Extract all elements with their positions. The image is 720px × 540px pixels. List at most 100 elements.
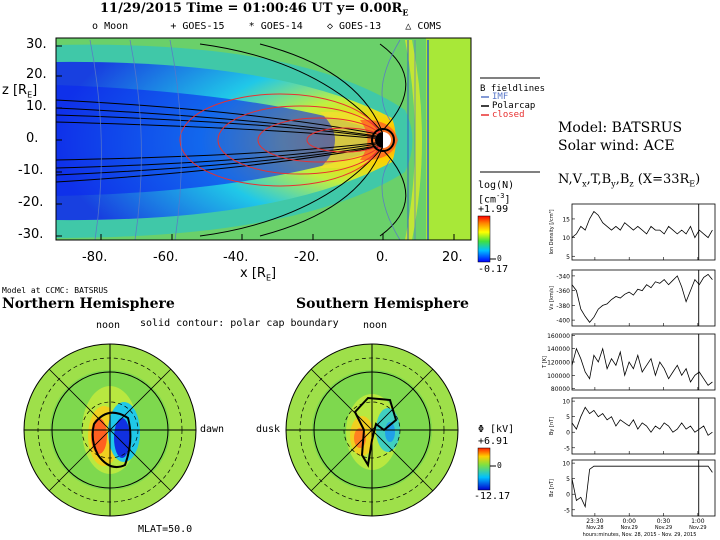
x-tick-label-1: -60.: [153, 250, 179, 265]
fieldlines-legend-polarcap: Polarcap: [492, 101, 536, 111]
ts-panel-frame: [571, 269, 716, 327]
legend-goes15-label: GOES-15: [182, 21, 225, 32]
fieldlines-legend-title: B fieldlines: [480, 84, 546, 94]
south-noon-label: noon: [363, 320, 388, 331]
legend-goes13-symbol: ◇: [326, 21, 333, 32]
north-noon-label: noon: [96, 320, 121, 331]
x-tick-label-2: -40.: [223, 250, 249, 265]
ts-xtick-label: 0:00: [622, 518, 636, 525]
ts-xtick-date: Nov.28: [586, 525, 603, 531]
ts-xtick-label: 1:00: [691, 518, 705, 525]
legend-moon-label: Moon: [104, 21, 129, 32]
ts-ytick-label: 10: [562, 235, 570, 242]
ts-ytick-label: 5: [566, 414, 570, 421]
ts-xtick-date: Nov.29: [689, 525, 706, 531]
ts-ytick-label: 5: [566, 254, 570, 261]
ts-ytick-label: 0: [566, 430, 570, 437]
spacecraft-legend: o Moon + GOES-15 * GOES-14 ◇ GOES-13 △ C…: [92, 21, 441, 32]
ts-ytick-label: 140000: [547, 346, 570, 353]
z-tick-label-1: 20.: [26, 67, 47, 82]
ts-xtick-label: 0:30: [657, 518, 671, 525]
x-tick-label-5: 20.: [442, 250, 463, 265]
density-colorbar-mid: 0: [497, 254, 502, 263]
earth-marker: [371, 128, 395, 152]
imf-fieldlines: [89, 39, 416, 240]
z-tick-label-6: -30.: [18, 227, 44, 242]
ts-ytick-label: 15: [562, 216, 570, 223]
ts-xtick-date: Nov.29: [655, 525, 672, 531]
ts-xtick-date: Nov.29: [621, 525, 638, 531]
ts-panel-frame: [571, 333, 716, 391]
ts-ytick-label: -340: [556, 273, 570, 280]
ts-ytick-label: 120000: [547, 360, 570, 367]
density-colorbar-title: log(N): [478, 180, 515, 191]
x-tick-label-4: 0.: [376, 250, 389, 265]
x-axis-label: x [RE]: [240, 266, 277, 283]
ts-series-line: [571, 347, 713, 386]
legend-goes14-label: GOES-14: [260, 21, 303, 32]
ts-ylabel: By [nT]: [549, 417, 555, 435]
polarcap-fieldlines: [56, 43, 407, 237]
ts-ytick-label: 5: [566, 476, 570, 483]
main-plot-frame: [55, 37, 472, 241]
legend-goes13-label: GOES-13: [339, 21, 382, 32]
ts-ylabel: T [K]: [542, 356, 548, 369]
z-tick-label-3: 0.: [26, 131, 39, 146]
z-tick-label-2: 10.: [26, 99, 47, 114]
contour-note: solid contour: polar cap boundary: [140, 318, 339, 329]
model-name: Model: BATSRUS: [558, 120, 683, 136]
solar-wind-timeseries: 15 10 5 Ion Density [/cm³] -340 -360 -380 -400 V…: [542, 203, 716, 538]
ts-ytick-label: 10: [562, 461, 570, 468]
plot-title: 11/29/2015 Time = 01:00:46 UT y= 0.00RE: [100, 1, 409, 18]
phi-colorbar-mid: 0: [497, 461, 502, 470]
density-colorbar-unit: [cm-3]: [478, 192, 511, 206]
phi-colorbar-max: +6.91: [478, 436, 509, 447]
phi-colorbar: [477, 447, 491, 491]
mlat-label: MLAT=50.0: [138, 524, 193, 535]
ts-ytick-label: -5: [564, 507, 570, 514]
legend-moon-symbol: o: [92, 21, 99, 32]
ts-ytick-label: 0: [566, 492, 570, 499]
ts-ytick-label: 160000: [547, 333, 570, 340]
params-line: N,Vx,T,By,Bz (X=33RE): [558, 172, 701, 189]
ts-series-line: [571, 273, 713, 323]
north-polar-map: [23, 343, 197, 517]
north-hemisphere-title: Northern Hemisphere: [2, 296, 175, 312]
z-ticks: [56, 45, 62, 237]
z-tick-label-5: -20.: [18, 195, 44, 210]
ts-ytick-label: -5: [564, 445, 570, 452]
iono-model-note: Model at CCMC: BATSRUS: [2, 286, 108, 295]
ts-series-line: [571, 406, 713, 436]
density-map: [56, 38, 471, 240]
x-ticks: [100, 234, 455, 240]
ts-ytick-label: -380: [556, 303, 570, 310]
density-colorbar-min: -0.17: [478, 264, 509, 275]
south-polar-map: [285, 343, 459, 517]
legend-goes15-symbol: +: [170, 21, 177, 32]
ts-ytick-label: -400: [556, 318, 570, 325]
phi-colorbar-min: -12.17: [474, 491, 511, 502]
density-colorbar-max: +1.99: [478, 204, 509, 215]
ts-ytick-label: 10: [562, 399, 570, 406]
ts-ylabel: Bz [nT]: [549, 479, 555, 497]
legend-coms-label: COMS: [417, 21, 442, 32]
solar-wind-source: Solar wind: ACE: [558, 138, 675, 154]
ts-series-line: [571, 210, 713, 239]
ts-ylabel: Ion Density [/cm³]: [549, 209, 555, 254]
phi-colorbar-title: Φ [kV]: [478, 424, 515, 435]
ts-panel-frame: [571, 397, 716, 455]
z-tick-label-0: 30.: [26, 37, 47, 52]
fieldlines-legend-closed: closed: [492, 110, 525, 120]
z-axis-label: z [RE]: [2, 83, 38, 100]
dusk-label: dusk: [256, 424, 281, 435]
legend-goes14-symbol: *: [248, 21, 255, 32]
dawn-label: dawn: [200, 424, 225, 435]
x-tick-label-0: -80.: [82, 250, 108, 265]
ts-ylabel: Vx [km/s]: [549, 286, 555, 310]
density-colorbar: [477, 215, 491, 263]
south-hemisphere-title: Southern Hemisphere: [296, 296, 469, 312]
ts-series-line: [571, 465, 713, 509]
x-tick-label-3: -20.: [294, 250, 320, 265]
